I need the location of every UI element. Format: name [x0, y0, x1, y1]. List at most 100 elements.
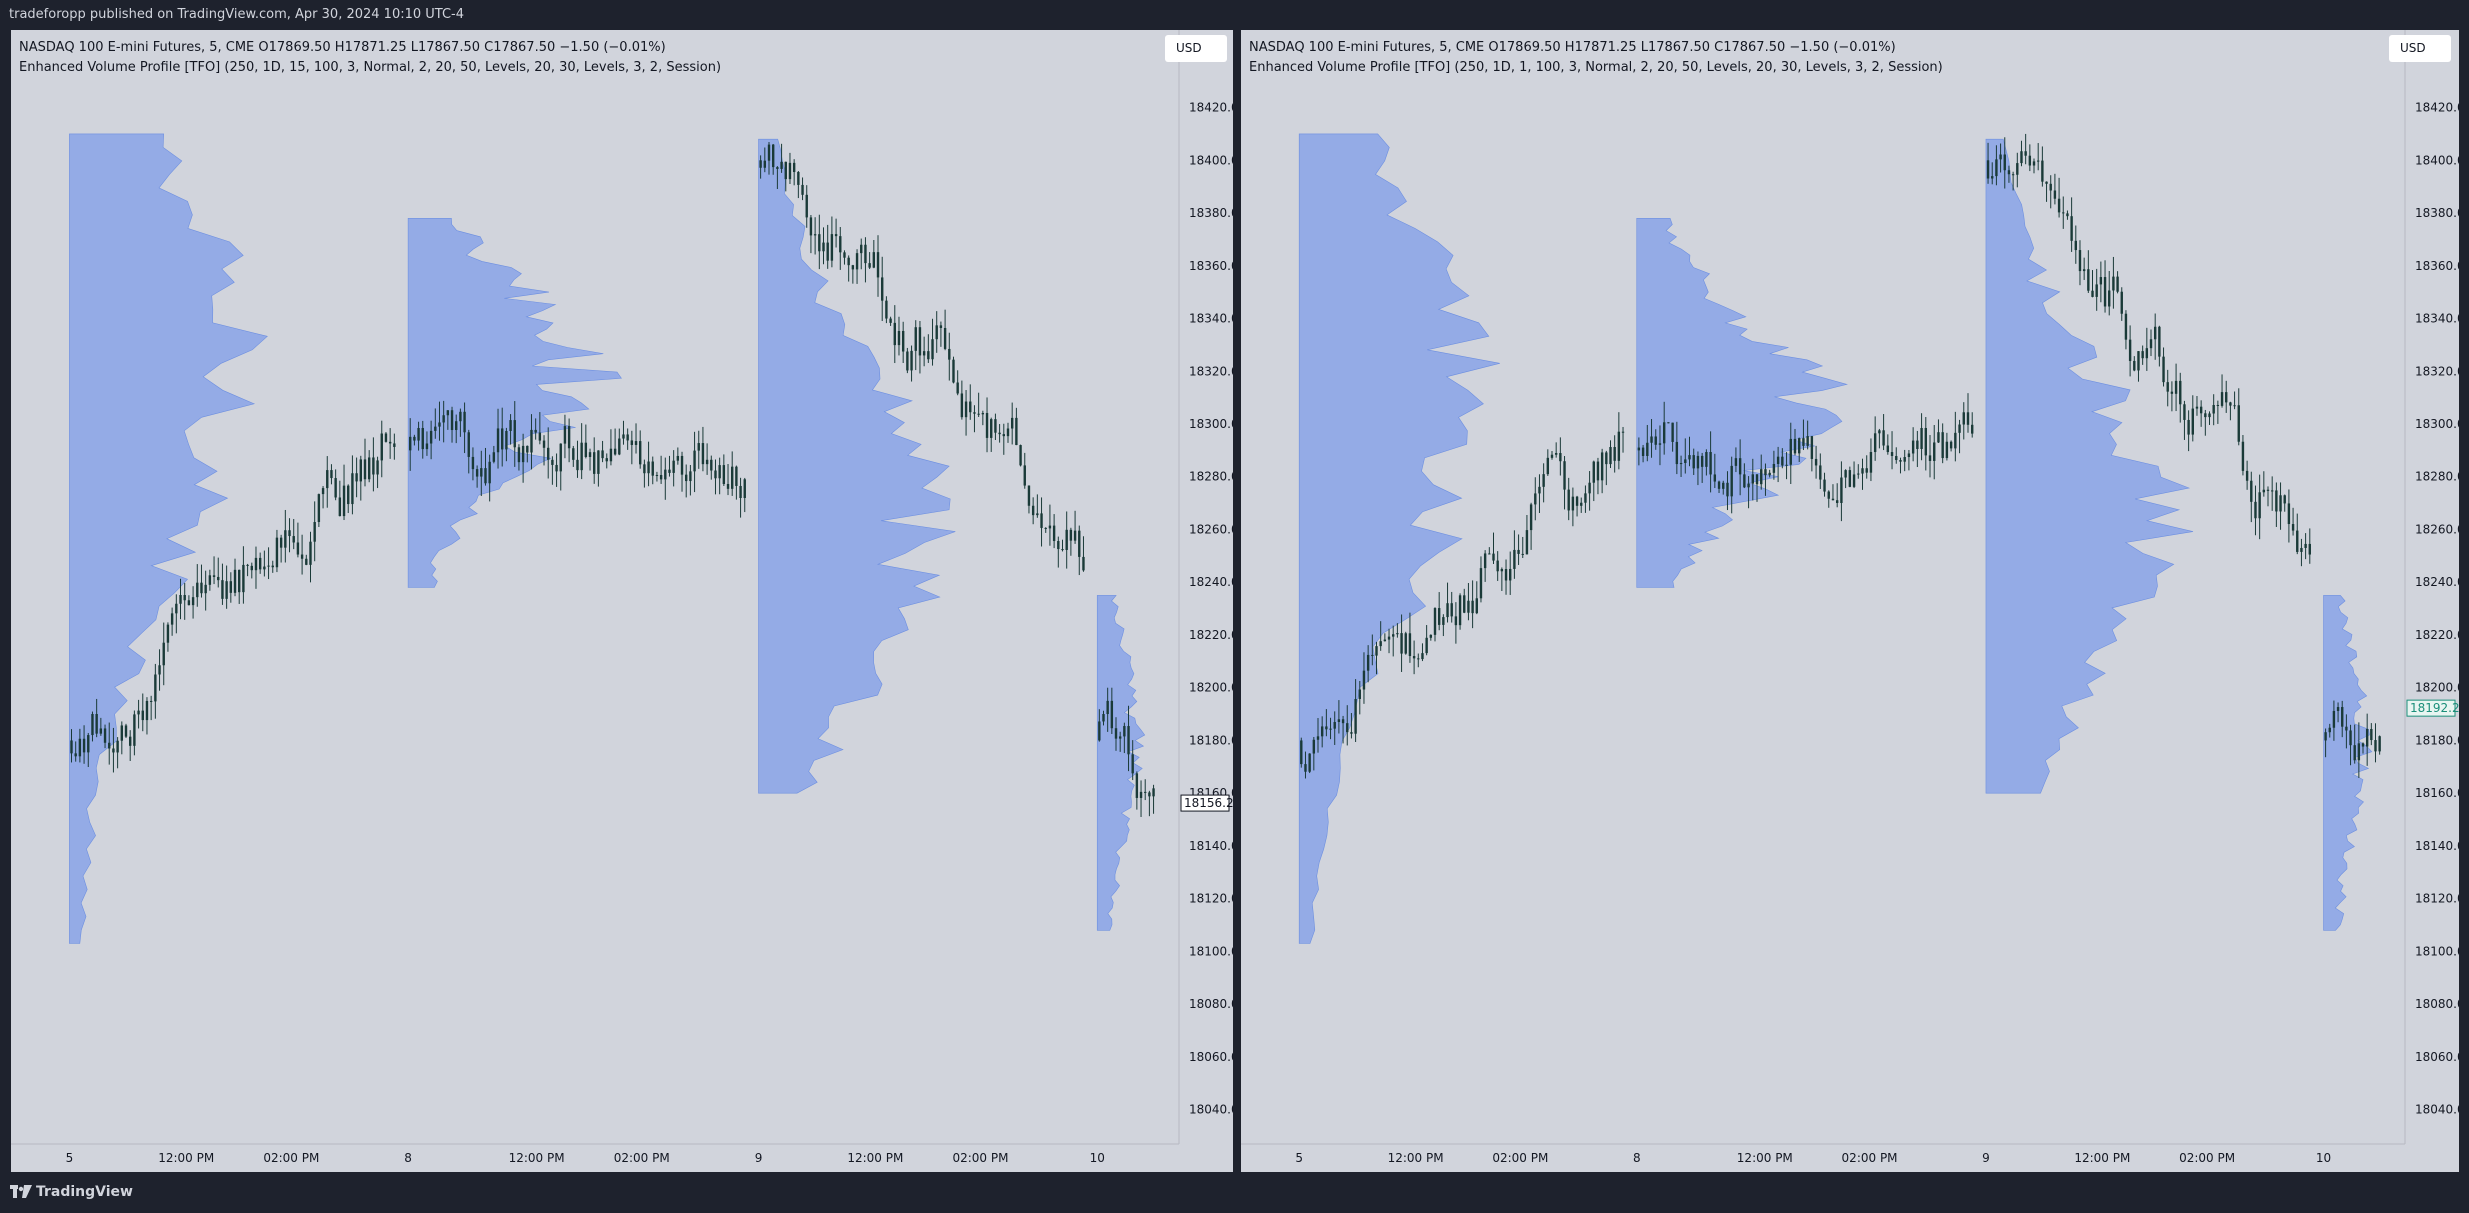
candle-body — [305, 558, 308, 565]
candle-body — [1823, 479, 1826, 492]
volume-profile — [69, 133, 268, 944]
candle-body — [1069, 529, 1073, 541]
currency-button[interactable]: USD — [2389, 35, 2451, 62]
candle-body — [1810, 436, 1814, 459]
candle-body — [630, 440, 634, 445]
volume-profile — [758, 138, 956, 794]
candle-body — [388, 441, 392, 444]
candle-body — [1358, 689, 1361, 700]
x-tick-label: 5 — [66, 1151, 74, 1165]
candle-body — [1802, 438, 1805, 446]
candle-body — [714, 470, 717, 479]
brand-name: TradingView — [36, 1184, 133, 1200]
candle-body — [1110, 700, 1114, 729]
volume-profile — [1636, 217, 1848, 588]
candle-body — [166, 624, 170, 643]
candle-body — [250, 565, 253, 571]
chart-panel-left[interactable]: NASDAQ 100 E-mini Futures, 5, CME O17869… — [11, 30, 1233, 1172]
candle-body — [1878, 430, 1881, 434]
candle-body — [409, 436, 412, 451]
candle-body — [956, 382, 959, 394]
candle-body — [948, 348, 951, 360]
candle-body — [1621, 431, 1625, 433]
candle-body — [438, 422, 441, 427]
candle-body — [1371, 654, 1374, 656]
candle-body — [1852, 474, 1856, 487]
candle-body — [263, 566, 266, 570]
candle-body — [2179, 380, 2182, 405]
candle-body — [805, 194, 808, 218]
candle-body — [292, 536, 295, 543]
candle-body — [1475, 598, 1478, 614]
volume-profile — [1096, 595, 1146, 931]
candle-body — [759, 160, 762, 168]
price-chart[interactable]: 18420.00 18400.00 18380.00 18360.00 18340.00… — [1241, 30, 2459, 1172]
y-tick-label: 18320.00 — [2415, 364, 2459, 378]
y-tick-label: 18120.00 — [1189, 892, 1233, 906]
candle-body — [1400, 633, 1403, 654]
y-tick-label: 18280.00 — [1189, 470, 1233, 484]
candle-body — [1362, 670, 1366, 690]
candle-body — [1442, 617, 1445, 625]
candle-body — [2341, 707, 2344, 727]
candle-body — [1040, 513, 1043, 528]
candle-body — [2370, 728, 2373, 741]
candle-body — [2378, 736, 2381, 752]
y-tick-label: 18100.00 — [2415, 944, 2459, 958]
y-tick-label: 18120.00 — [2415, 892, 2459, 906]
candle-body — [2328, 727, 2331, 733]
candle-body — [788, 162, 792, 180]
candle-body — [91, 713, 94, 736]
candle-body — [326, 470, 329, 489]
candle-body — [225, 581, 228, 599]
candle-body — [1316, 736, 1320, 740]
candle-body — [1613, 447, 1616, 461]
y-tick-label: 18200.00 — [1189, 681, 1233, 695]
candle-body — [2120, 291, 2123, 314]
candle-body — [1971, 424, 1974, 434]
candle-body — [1617, 431, 1621, 461]
candles — [70, 420, 396, 773]
candle-body — [1600, 452, 1604, 481]
candle-body — [1907, 453, 1911, 458]
candle-body — [1450, 603, 1453, 617]
candle-body — [488, 461, 491, 484]
candle-body — [739, 485, 742, 498]
candle-body — [434, 426, 437, 431]
candle-body — [2262, 489, 2266, 493]
candle-body — [2070, 216, 2073, 241]
indicator-info: Enhanced Volume Profile [TFO] (250, 1D, … — [19, 60, 722, 75]
candle-body — [1844, 470, 1847, 478]
candle-body — [2099, 277, 2103, 285]
y-tick-label: 18320.00 — [1189, 364, 1233, 378]
price-chart[interactable]: 18420.00 18400.00 18380.00 18360.00 18340.00… — [11, 30, 1233, 1172]
candle-body — [175, 603, 178, 614]
candle-body — [872, 252, 876, 268]
candles — [1300, 412, 1625, 779]
candle-body — [204, 584, 207, 594]
candle-body — [2208, 413, 2211, 418]
candle-body — [643, 464, 646, 474]
candle-body — [2300, 547, 2303, 552]
publish-header: tradeforopp published on TradingView.com… — [0, 0, 2469, 30]
candle-body — [2225, 392, 2228, 403]
candle-body — [338, 497, 342, 517]
symbol-info: NASDAQ 100 E-mini Futures, 5, CME O17869… — [19, 40, 666, 55]
x-tick-label: 02:00 PM — [614, 1151, 670, 1165]
currency-button[interactable]: USD — [1165, 35, 1227, 62]
candle-body — [1454, 616, 1458, 626]
candle-body — [475, 469, 479, 477]
candle-body — [563, 426, 567, 444]
candle-body — [659, 474, 663, 480]
candle-body — [813, 234, 817, 236]
chart-panel-right[interactable]: NASDAQ 100 E-mini Futures, 5, CME O17869… — [1241, 30, 2459, 1172]
candle-body — [1886, 445, 1890, 453]
candle-body — [1916, 440, 1919, 449]
candle-body — [1798, 438, 1801, 454]
y-tick-label: 18140.00 — [1189, 839, 1233, 853]
candle-body — [2349, 730, 2352, 746]
candle-body — [246, 564, 249, 566]
candle-body — [1509, 568, 1512, 581]
candle-body — [393, 443, 396, 447]
candle-body — [1446, 603, 1449, 618]
